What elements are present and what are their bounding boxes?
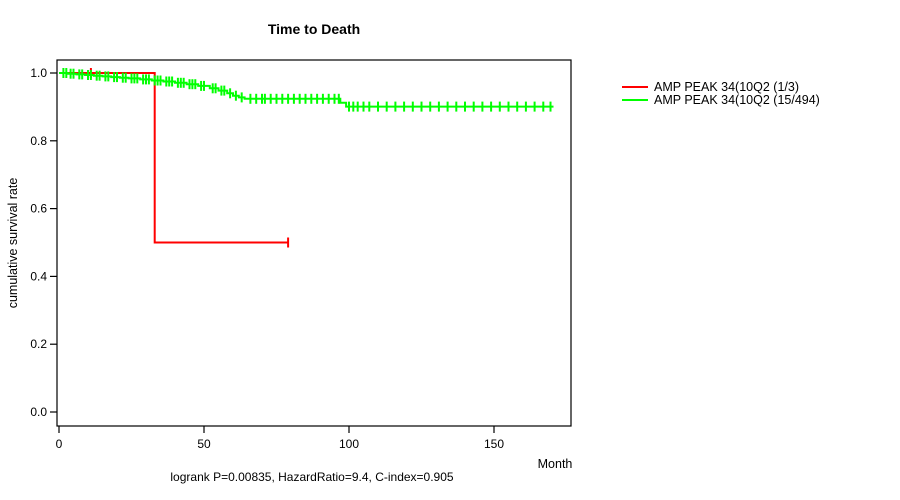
x-tick-label: 150	[484, 437, 504, 451]
x-tick-label: 50	[197, 437, 211, 451]
y-tick-label: 1.0	[30, 66, 47, 80]
y-tick-label: 0.8	[30, 134, 47, 148]
y-tick-label: 0.4	[30, 269, 47, 283]
x-tick-label: 100	[339, 437, 359, 451]
y-tick-label: 0.6	[30, 202, 47, 216]
legend-label-green-group: AMP PEAK 34(10Q2 (15/494)	[654, 93, 820, 107]
chart-title: Time to Death	[268, 21, 360, 37]
x-tick-label: 0	[56, 437, 63, 451]
y-axis-label: cumulative survival rate	[6, 178, 20, 309]
x-axis-label: Month	[538, 457, 573, 471]
survival-curve	[59, 72, 289, 244]
stats-caption: logrank P=0.00835, HazardRatio=9.4, C-in…	[170, 470, 454, 484]
y-tick-label: 0.0	[30, 405, 47, 419]
legend: AMP PEAK 34(10Q2 (1/3) AMP PEAK 34(10Q2 …	[622, 80, 820, 107]
legend-label-red-group: AMP PEAK 34(10Q2 (1/3)	[654, 80, 799, 94]
axes-layer: 0 50 100 150 1.0 0.8 0.6 0.4 0.2 0.0	[30, 66, 504, 451]
y-tick-label: 0.2	[30, 337, 47, 351]
plot-box	[56, 59, 572, 427]
survival-curves-layer	[59, 68, 554, 248]
